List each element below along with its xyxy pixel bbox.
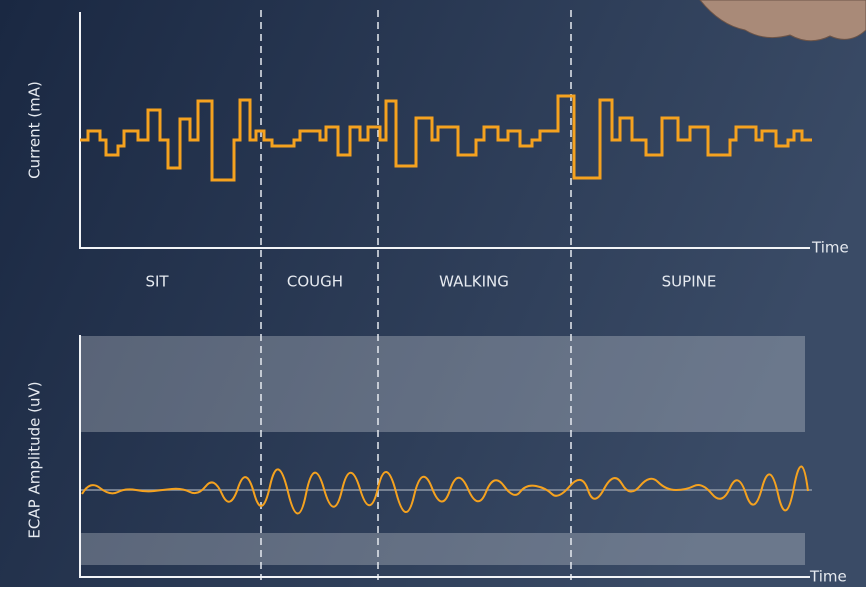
phase-label: SUPINE: [662, 273, 717, 291]
y-axis-label: ECAP Amplitude (uV): [26, 381, 44, 538]
y-axis-label: Current (mA): [26, 81, 44, 179]
band: [80, 533, 805, 565]
background: [0, 0, 866, 587]
phase-label: WALKING: [439, 273, 509, 291]
diagram: Current (mA) Time SIT COUGH WALKING SUPI…: [0, 0, 866, 587]
phase-label: SIT: [145, 273, 169, 291]
x-axis-label: Time: [811, 239, 849, 257]
page: Current (mA) Time SIT COUGH WALKING SUPI…: [0, 0, 866, 587]
band: [80, 336, 805, 432]
phase-label: COUGH: [287, 273, 343, 291]
x-axis-label: Time: [809, 568, 847, 586]
